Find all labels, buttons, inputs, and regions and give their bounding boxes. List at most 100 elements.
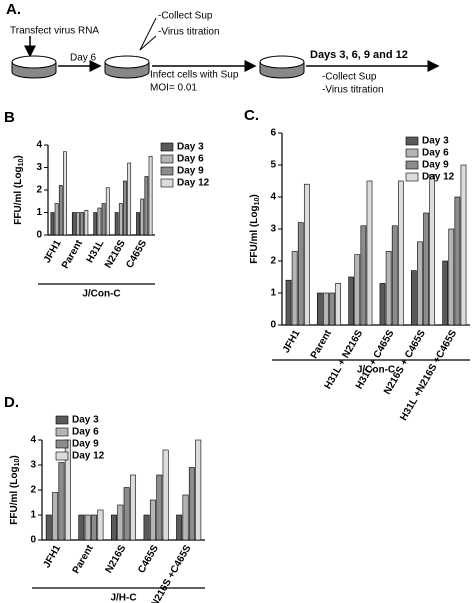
bar <box>182 494 189 541</box>
bar <box>105 187 110 236</box>
step-text: Days 3, 6, 9 and 12 <box>310 49 408 61</box>
bar <box>144 176 149 236</box>
legend-swatch <box>405 136 419 146</box>
group-label: J/H-C <box>110 593 136 603</box>
y-tick-label: 1 <box>36 207 42 218</box>
bar <box>429 174 436 326</box>
bar <box>136 212 140 236</box>
bar <box>149 499 156 541</box>
bar <box>348 276 355 326</box>
legend-label: Day 12 <box>422 172 455 183</box>
bar <box>50 212 55 236</box>
x-tick-label: N216S <box>104 543 129 575</box>
x-tick-label: H31L <box>85 238 107 265</box>
legend-swatch <box>160 142 174 152</box>
x-tick-label: Parent <box>309 328 334 361</box>
legend-swatch <box>405 148 419 158</box>
bar <box>63 151 67 236</box>
bar <box>58 185 63 236</box>
y-tick-label: 0 <box>270 320 276 331</box>
bar <box>442 260 449 326</box>
x-tick-label: Parent <box>60 238 85 271</box>
bar <box>391 225 398 326</box>
bar <box>123 487 130 541</box>
x-tick-label: Parent <box>71 543 96 576</box>
y-axis-label: FFU/ml (Log10) <box>9 455 22 524</box>
y-tick-label: 2 <box>270 256 276 267</box>
step-text: Infect cells with Sup <box>150 70 239 81</box>
dish <box>104 55 150 79</box>
y-axis-label-part: FFU/ml (Log <box>13 166 24 224</box>
connector <box>139 17 157 51</box>
bar <box>101 203 106 236</box>
step-text: -Virus titration <box>322 85 384 96</box>
bar <box>130 474 137 541</box>
legend-swatch <box>405 172 419 182</box>
legend-label: Day 3 <box>72 415 99 426</box>
bar <box>323 292 329 326</box>
y-tick-label: 3 <box>36 162 42 173</box>
bar <box>80 212 85 236</box>
legend-label: Day 3 <box>177 142 204 153</box>
panel-label: A. <box>6 1 21 18</box>
dish <box>259 55 305 79</box>
y-axis-label-part: ) <box>249 194 260 197</box>
bar <box>110 514 117 541</box>
bar <box>148 155 153 236</box>
bar <box>448 228 455 326</box>
bar <box>329 292 335 326</box>
bar <box>58 462 65 541</box>
group-label: J/Con-C <box>357 365 395 376</box>
bar <box>140 198 145 236</box>
bar <box>316 292 323 326</box>
bar <box>291 251 298 326</box>
y-axis-label: FFU/ml (Log10) <box>249 194 262 263</box>
legend-label: Day 12 <box>72 451 105 462</box>
bar <box>454 196 461 326</box>
legend-swatch <box>160 166 174 176</box>
legend-label: Day 6 <box>72 427 99 438</box>
panel-label: D. <box>4 394 19 411</box>
bar <box>360 225 367 326</box>
y-tick-label: 4 <box>30 435 36 446</box>
bar <box>176 514 183 541</box>
legend-swatch <box>160 154 174 164</box>
panel-label: C. <box>244 107 259 124</box>
legend-label: Day 9 <box>422 160 449 171</box>
bar <box>97 207 102 236</box>
dish <box>11 55 57 79</box>
bar <box>162 449 169 541</box>
panel-label: B <box>4 109 15 126</box>
step-text: -Virus titration <box>158 27 220 38</box>
y-axis-label: FFU/ml (Log10) <box>13 155 26 224</box>
x-tick-label: H31L +N216S +C465S <box>398 328 459 423</box>
bar <box>45 514 52 541</box>
bar <box>460 164 467 326</box>
x-tick-label: JFH1 <box>41 543 63 570</box>
step-text: -Collect Sup <box>158 11 213 22</box>
y-tick-label: 3 <box>270 224 276 235</box>
bar <box>366 180 373 326</box>
bar <box>123 180 127 236</box>
legend-label: Day 9 <box>72 439 99 450</box>
y-tick-label: 2 <box>36 185 42 196</box>
y-axis-label-part: 10 <box>18 159 25 167</box>
bar <box>52 492 59 541</box>
x-tick-label: JFH1 <box>42 238 64 265</box>
bar <box>78 514 85 541</box>
legend-swatch <box>55 427 69 437</box>
bar <box>97 509 104 541</box>
legend-swatch <box>55 439 69 449</box>
step-text: Transfect virus RNA <box>10 26 99 37</box>
bar <box>114 212 119 236</box>
bar <box>379 283 386 326</box>
y-tick-label: 3 <box>30 460 36 471</box>
legend-label: Day 12 <box>177 178 210 189</box>
x-tick-label: JFH1 <box>281 328 303 355</box>
y-tick-label: 5 <box>270 160 276 171</box>
connector <box>139 35 157 51</box>
legend-label: Day 3 <box>422 136 449 147</box>
y-tick-label: 6 <box>270 128 276 139</box>
bar <box>385 251 392 326</box>
step-text: MOI= 0.01 <box>150 83 197 94</box>
